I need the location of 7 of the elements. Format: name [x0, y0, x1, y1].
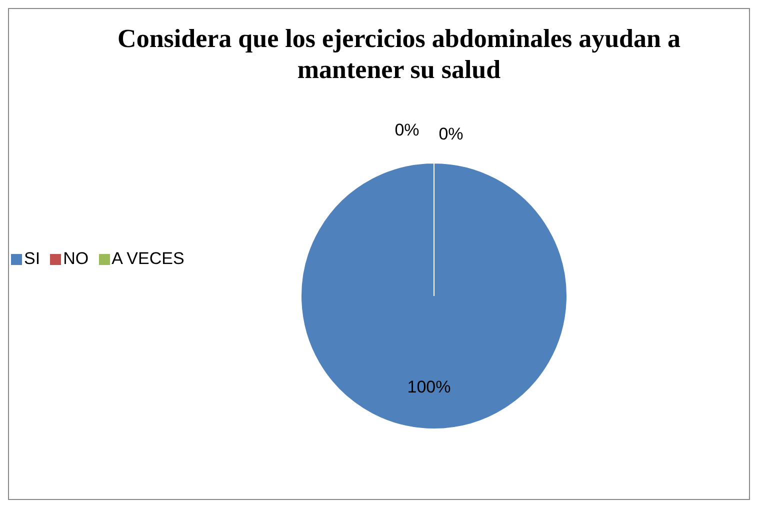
data-label: 100% [407, 377, 451, 396]
legend-label: A VECES [112, 249, 184, 269]
text: 0% [438, 124, 464, 144]
legend-label: NO [63, 249, 89, 269]
legend-label: SI [24, 249, 40, 269]
text: 0% [394, 120, 420, 140]
chart-title: Considera que los ejercicios abdominales ayudan a mantener su salud [116, 23, 682, 85]
